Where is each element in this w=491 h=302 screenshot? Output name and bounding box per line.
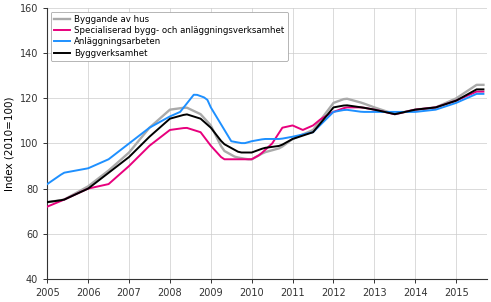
Anläggningsarbeten [273, 137, 278, 141]
Byggande av hus [481, 83, 487, 87]
Line: Byggverksamhet: Byggverksamhet [47, 89, 484, 202]
Byggande av hus [426, 106, 432, 110]
Line: Byggande av hus: Byggande av hus [47, 85, 484, 202]
Anläggningsarbeten [426, 109, 432, 112]
Specialiserad bygg- och anläggningsverksamhet [481, 90, 487, 93]
Specialiserad bygg- och anläggningsverksamhet [273, 137, 278, 140]
Byggande av hus [273, 147, 278, 151]
Byggande av hus [474, 83, 480, 87]
Byggverksamhet [273, 145, 278, 148]
Byggverksamhet [164, 120, 169, 124]
Specialiserad bygg- och anläggningsverksamhet [426, 106, 432, 110]
Byggverksamhet [426, 106, 432, 110]
Specialiserad bygg- och anläggningsverksamhet [474, 90, 480, 93]
Legend: Byggande av hus, Specialiserad bygg- och anläggningsverksamhet, Anläggningsarbet: Byggande av hus, Specialiserad bygg- och… [51, 11, 288, 61]
Specialiserad bygg- och anläggningsverksamhet [388, 112, 394, 115]
Line: Anläggningsarbeten: Anläggningsarbeten [47, 94, 484, 184]
Byggande av hus [388, 111, 394, 115]
Specialiserad bygg- och anläggningsverksamhet [303, 127, 309, 130]
Anläggningsarbeten [44, 182, 50, 186]
Byggverksamhet [65, 196, 71, 200]
Byggverksamhet [388, 112, 394, 115]
Anläggningsarbeten [388, 110, 394, 114]
Byggande av hus [303, 131, 309, 135]
Byggverksamhet [303, 133, 309, 136]
Anläggningsarbeten [303, 132, 309, 136]
Byggverksamhet [44, 200, 50, 204]
Anläggningsarbeten [164, 117, 169, 120]
Anläggningsarbeten [474, 92, 480, 96]
Specialiserad bygg- och anläggningsverksamhet [65, 196, 71, 200]
Specialiserad bygg- och anläggningsverksamhet [164, 131, 169, 134]
Byggande av hus [44, 200, 50, 204]
Byggverksamhet [481, 88, 487, 91]
Anläggningsarbeten [481, 92, 487, 96]
Specialiserad bygg- och anläggningsverksamhet [44, 205, 50, 208]
Byggverksamhet [474, 88, 480, 91]
Byggande av hus [65, 196, 71, 199]
Line: Specialiserad bygg- och anläggningsverksamhet: Specialiserad bygg- och anläggningsverks… [47, 92, 484, 207]
Anläggningsarbeten [65, 170, 71, 174]
Byggande av hus [164, 111, 169, 114]
Y-axis label: Index (2010=100): Index (2010=100) [4, 96, 14, 191]
